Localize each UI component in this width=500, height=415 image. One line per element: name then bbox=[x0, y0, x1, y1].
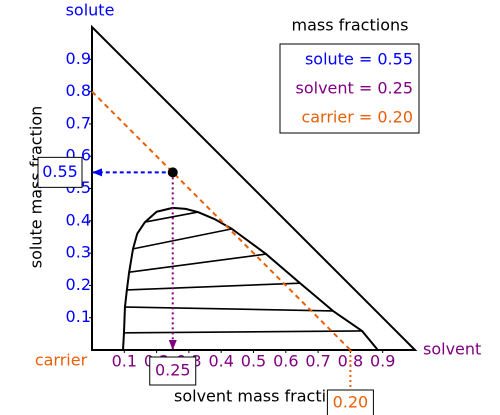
legend-entry: solvent = 0.25 bbox=[296, 79, 414, 98]
legend-box bbox=[279, 43, 420, 134]
tie-line bbox=[132, 228, 233, 250]
mixture-point bbox=[167, 167, 178, 178]
legend-entry: carrier = 0.20 bbox=[301, 108, 413, 127]
carrier-value-box bbox=[326, 389, 374, 415]
x-tick-label: 0.4 bbox=[208, 352, 233, 371]
y-tick-label: 0.3 bbox=[66, 243, 91, 262]
tie-line bbox=[123, 330, 363, 334]
y-tick-label: 0.2 bbox=[66, 275, 91, 294]
corner-label-right: solvent bbox=[423, 340, 481, 359]
corner-label-top: solute bbox=[66, 1, 115, 20]
legend-title: mass fractions bbox=[292, 16, 409, 35]
x-tick-label: 0.6 bbox=[273, 352, 298, 371]
y-tick-label: 0.9 bbox=[66, 49, 91, 68]
x-tick-label: 0.7 bbox=[305, 352, 330, 371]
tie-line bbox=[144, 211, 199, 223]
y-tick-label: 0.7 bbox=[66, 113, 91, 132]
x-tick-label: 0.1 bbox=[112, 352, 137, 371]
carrier-line bbox=[91, 90, 352, 351]
tie-line bbox=[129, 253, 267, 273]
solute-value-box bbox=[37, 156, 83, 188]
y-tick-label: 0.1 bbox=[66, 307, 91, 326]
legend-entry: solute = 0.55 bbox=[305, 50, 413, 69]
x-tick-label: 0.9 bbox=[370, 352, 395, 371]
carrier-value-label: 0.20 bbox=[333, 393, 369, 412]
y-tick-label: 0.4 bbox=[66, 210, 91, 229]
tie-line bbox=[124, 306, 333, 312]
tie-line bbox=[126, 282, 301, 291]
solute-value-label: 0.55 bbox=[42, 162, 78, 181]
corner-label-left: carrier bbox=[35, 351, 88, 370]
y-axis-title: solute mass fraction bbox=[27, 106, 46, 269]
x-axis-title: solvent mass fraction bbox=[174, 387, 346, 406]
solvent-value-label: 0.25 bbox=[155, 361, 191, 380]
solvent-value-box bbox=[149, 356, 197, 386]
y-tick-label: 0.8 bbox=[66, 81, 91, 100]
x-tick-label: 0.5 bbox=[241, 352, 266, 371]
binodal-curve bbox=[122, 206, 379, 351]
